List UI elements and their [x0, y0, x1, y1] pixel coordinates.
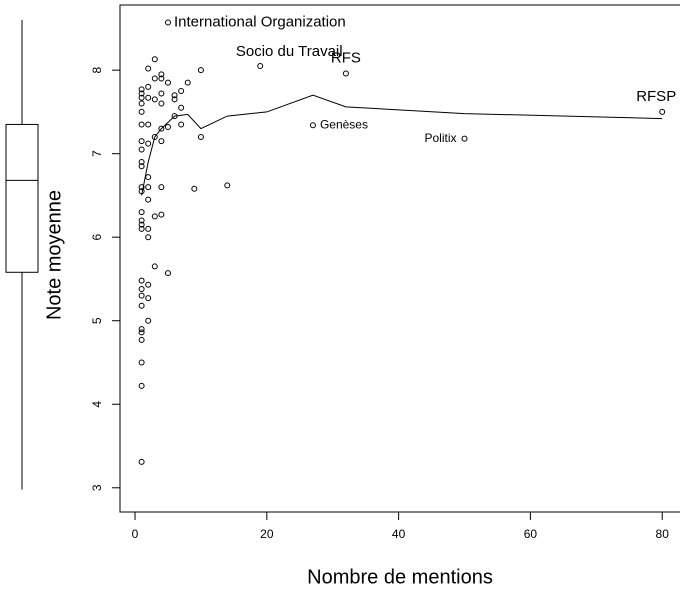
point — [138, 90, 145, 97]
point — [145, 196, 152, 203]
point — [145, 140, 152, 147]
point — [158, 184, 165, 191]
point — [138, 292, 145, 299]
point — [138, 277, 145, 284]
x-tick-label: 80 — [656, 527, 670, 541]
point — [145, 83, 152, 90]
point-label: Genèses — [320, 117, 368, 131]
point — [184, 79, 191, 86]
x-tick-label: 40 — [392, 527, 406, 541]
point — [158, 90, 165, 97]
point — [138, 121, 145, 128]
point — [158, 138, 165, 145]
point — [164, 19, 171, 26]
point — [138, 100, 145, 107]
x-tick-label: 0 — [132, 527, 139, 541]
point — [151, 133, 158, 140]
point — [138, 146, 145, 153]
point — [158, 211, 165, 218]
point — [145, 94, 152, 101]
point — [178, 88, 185, 95]
point — [151, 56, 158, 63]
y-tick-label: 6 — [90, 234, 104, 241]
point — [138, 225, 145, 232]
point — [138, 458, 145, 465]
point — [171, 113, 178, 120]
point — [171, 92, 178, 99]
y-tick-label: 7 — [90, 150, 104, 157]
x-tick-label: 20 — [260, 527, 274, 541]
point — [138, 382, 145, 389]
point — [138, 359, 145, 366]
point-label: International Organization — [174, 14, 346, 31]
point — [178, 121, 185, 128]
point — [138, 336, 145, 343]
box — [5, 123, 39, 273]
point — [151, 213, 158, 220]
point — [151, 96, 158, 103]
smooth-line — [141, 94, 663, 196]
point — [145, 317, 152, 324]
point — [138, 285, 145, 292]
point — [158, 71, 165, 78]
point — [171, 96, 178, 103]
point — [138, 329, 145, 336]
point — [138, 138, 145, 145]
point — [191, 185, 198, 192]
point — [164, 270, 171, 277]
y-tick-label: 4 — [90, 401, 104, 408]
point — [158, 75, 165, 82]
point — [138, 326, 145, 333]
point — [461, 135, 468, 142]
point — [145, 184, 152, 191]
point — [309, 122, 316, 129]
point-label: Politix — [424, 131, 456, 145]
x-tick-label: 60 — [524, 527, 538, 541]
point — [145, 234, 152, 241]
point-label: Socio du Travail — [236, 43, 343, 60]
y-axis-title: Note moyenne — [43, 190, 65, 320]
point — [164, 79, 171, 86]
point — [257, 62, 264, 69]
point — [145, 225, 152, 232]
point — [138, 221, 145, 228]
point — [158, 100, 165, 107]
y-tick-label: 5 — [90, 317, 104, 324]
point-label: RFS — [331, 49, 361, 66]
point — [138, 209, 145, 216]
point — [145, 121, 152, 128]
point — [138, 94, 145, 101]
point — [151, 263, 158, 270]
point — [224, 182, 231, 189]
plot-frame — [119, 4, 680, 513]
point — [164, 123, 171, 130]
point — [145, 65, 152, 72]
point — [138, 163, 145, 170]
x-axis-title: Nombre de mentions — [307, 566, 493, 588]
point — [145, 281, 152, 288]
point — [197, 67, 204, 74]
point-label: RFSP — [636, 88, 676, 105]
point — [138, 302, 145, 309]
point — [151, 75, 158, 82]
point — [138, 159, 145, 166]
point — [145, 295, 152, 302]
point — [158, 125, 165, 132]
point — [145, 174, 152, 181]
point — [138, 184, 145, 191]
y-tick-label: 3 — [90, 484, 104, 491]
point — [138, 217, 145, 224]
point — [659, 108, 666, 115]
point — [342, 70, 349, 77]
point — [138, 188, 145, 195]
point — [178, 104, 185, 111]
point — [197, 133, 204, 140]
y-tick-label: 8 — [90, 66, 104, 73]
point — [138, 108, 145, 115]
point — [138, 86, 145, 93]
